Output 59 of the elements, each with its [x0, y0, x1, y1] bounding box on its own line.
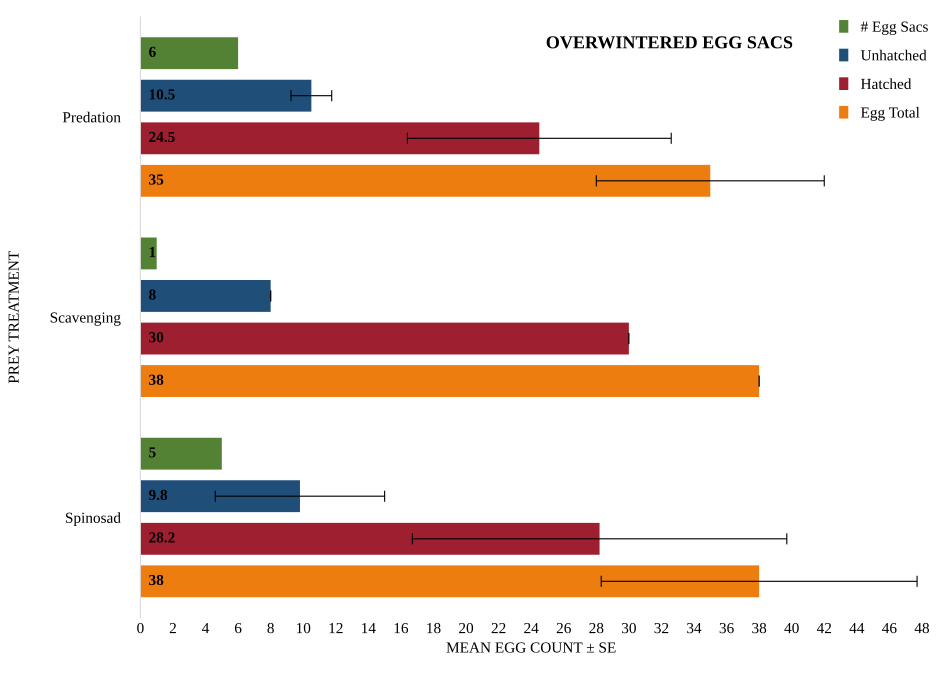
bar [140, 280, 271, 312]
x-tick-label: 14 [362, 623, 376, 634]
x-tick-label: 0 [137, 622, 144, 634]
x-axis-title: MEAN EGG COUNT ± SE [446, 642, 616, 653]
x-tick-label: 20 [459, 622, 474, 634]
data-label: 5 [149, 447, 156, 458]
legend-label: # Egg Sacs [860, 22, 928, 35]
x-tick-label: 34 [687, 622, 702, 634]
bar [140, 322, 629, 354]
x-tick-label: 28 [589, 622, 604, 634]
y-tick-label: Spinosad [66, 512, 121, 526]
data-label: 10.5 [150, 89, 175, 100]
data-label: 6 [149, 46, 156, 57]
x-tick-label: 42 [816, 622, 832, 634]
bar [140, 438, 222, 470]
text: OVERWINTERED EGG SACS [546, 36, 792, 49]
bar [140, 565, 760, 598]
x-tick-label: 12 [329, 622, 343, 634]
data-label: 8 [149, 289, 156, 300]
bar [140, 480, 300, 512]
legend-label: Hatched [860, 78, 912, 90]
x-tick-label: 36 [720, 622, 734, 634]
x-tick-label: 44 [849, 623, 864, 634]
x-tick-label: 38 [752, 622, 766, 634]
bar [140, 164, 710, 197]
legend-label: Unhatched [860, 50, 927, 60]
data-label: 38 [149, 574, 164, 586]
x-tick-label: 6 [234, 622, 242, 634]
x-tick-label: 8 [267, 622, 274, 634]
data-label: 24.5 [149, 132, 175, 142]
legend-label: Egg Total [860, 106, 920, 121]
data-label: 1 [150, 247, 156, 258]
data-label: 9.8 [148, 490, 168, 500]
x-tick-label: 40 [784, 622, 799, 634]
x-tick-label: 26 [556, 622, 571, 634]
data-label: 30 [149, 332, 164, 342]
x-tick-label: 16 [394, 622, 408, 634]
y-axis-title: PREY TREATMENT [8, 251, 19, 384]
y-tick-label: Scavenging [50, 312, 121, 326]
data-label: 28.2 [149, 532, 175, 543]
data-label: 38 [149, 374, 164, 385]
data-label: 35 [149, 174, 164, 185]
x-tick-label: 18 [427, 622, 441, 634]
x-tick-label: 10 [296, 622, 310, 634]
x-tick-label: 46 [882, 622, 897, 634]
x-tick-label: 48 [914, 622, 930, 634]
bar [140, 80, 312, 112]
x-tick-label: 24 [524, 622, 539, 634]
bar [140, 522, 600, 555]
bar [140, 365, 760, 398]
x-tick-label: 32 [654, 622, 668, 634]
bar [140, 237, 157, 270]
x-tick-label: 4 [202, 623, 210, 634]
x-tick-label: 2 [170, 622, 176, 634]
x-tick-label: 22 [492, 622, 506, 634]
x-tick-label: 30 [622, 622, 636, 634]
y-tick-label: Predation [62, 112, 121, 122]
bar [140, 37, 238, 70]
bar [140, 122, 540, 154]
